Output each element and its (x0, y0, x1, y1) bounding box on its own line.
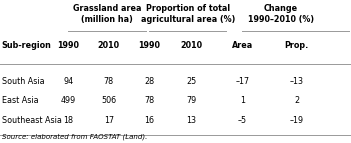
Text: 2010: 2010 (98, 41, 120, 50)
Text: 78: 78 (144, 96, 154, 105)
Text: –19: –19 (290, 116, 304, 125)
Text: –13: –13 (290, 77, 304, 86)
Text: 94: 94 (64, 77, 73, 86)
Text: Change
1990–2010 (%): Change 1990–2010 (%) (248, 4, 314, 24)
Text: 499: 499 (61, 96, 76, 105)
Text: 2010: 2010 (180, 41, 203, 50)
Text: 25: 25 (186, 77, 197, 86)
Text: 79: 79 (186, 96, 197, 105)
Text: Sub-region: Sub-region (2, 41, 52, 50)
Text: 17: 17 (104, 116, 114, 125)
Text: 13: 13 (186, 116, 196, 125)
Text: Southeast Asia: Southeast Asia (2, 116, 62, 125)
Text: 506: 506 (101, 96, 117, 105)
Text: –17: –17 (235, 77, 249, 86)
Text: 28: 28 (144, 77, 154, 86)
Text: 2: 2 (294, 96, 299, 105)
Text: East Asia: East Asia (2, 96, 38, 105)
Text: 18: 18 (64, 116, 73, 125)
Text: 78: 78 (104, 77, 114, 86)
Text: –5: –5 (238, 116, 247, 125)
Text: 16: 16 (144, 116, 154, 125)
Text: 1: 1 (240, 96, 245, 105)
Text: Prop.: Prop. (284, 41, 309, 50)
Text: Area: Area (232, 41, 253, 50)
Text: 1990: 1990 (138, 41, 160, 50)
Text: Source: elaborated from FAOSTAT (Land).: Source: elaborated from FAOSTAT (Land). (2, 134, 147, 140)
Text: Grassland area
(million ha): Grassland area (million ha) (73, 4, 141, 24)
Text: 1990: 1990 (58, 41, 79, 50)
Text: Proportion of total
agricultural area (%): Proportion of total agricultural area (%… (141, 4, 235, 24)
Text: South Asia: South Asia (2, 77, 44, 86)
